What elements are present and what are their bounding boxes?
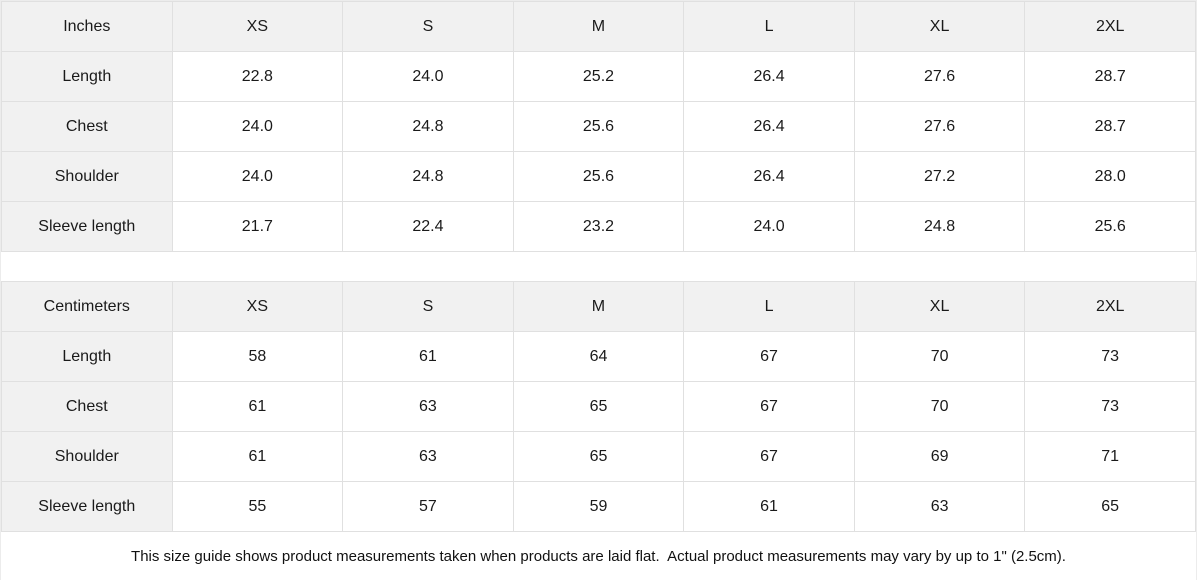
measurement-cell: 59 <box>512 481 685 532</box>
table-row-shoulder: Shoulder 24.0 24.8 25.6 26.4 27.2 28.0 <box>1 151 1196 202</box>
size-header-xl: XL <box>853 1 1026 52</box>
measurement-cell: 67 <box>683 381 855 432</box>
measurement-cell: 24.0 <box>342 51 514 102</box>
measurement-cell: 61 <box>171 431 344 482</box>
measurement-cell: 71 <box>1024 431 1196 482</box>
table-row-length: Length 22.8 24.0 25.2 26.4 27.6 28.7 <box>1 51 1196 102</box>
centimeters-header-row: Centimeters XS S M L XL 2XL <box>1 281 1196 332</box>
size-header-s: S <box>342 281 514 332</box>
measurement-cell: 23.2 <box>512 201 685 252</box>
measurement-cell: 69 <box>853 431 1026 482</box>
table-row-sleeve-length: Sleeve length 55 57 59 61 63 65 <box>1 481 1196 532</box>
measurement-cell: 27.2 <box>853 151 1026 202</box>
measurement-cell: 21.7 <box>171 201 344 252</box>
measurement-cell: 61 <box>683 481 855 532</box>
measurement-cell: 61 <box>342 331 514 382</box>
row-label: Chest <box>1 101 173 152</box>
size-header-xs: XS <box>171 281 344 332</box>
measurement-cell: 65 <box>1024 481 1196 532</box>
unit-label-centimeters: Centimeters <box>1 281 173 332</box>
measurement-cell: 25.6 <box>512 101 685 152</box>
size-header-xs: XS <box>171 1 344 52</box>
row-label: Length <box>1 51 173 102</box>
unit-label-inches: Inches <box>1 1 173 52</box>
inches-header-row: Inches XS S M L XL 2XL <box>1 1 1196 52</box>
size-header-l: L <box>683 1 855 52</box>
size-header-m: M <box>512 1 685 52</box>
measurement-cell: 55 <box>171 481 344 532</box>
measurement-cell: 27.6 <box>853 51 1026 102</box>
size-header-m: M <box>512 281 685 332</box>
measurement-cell: 27.6 <box>853 101 1026 152</box>
table-row-chest: Chest 24.0 24.8 25.6 26.4 27.6 28.7 <box>1 101 1196 152</box>
measurement-cell: 70 <box>853 381 1026 432</box>
size-header-s: S <box>342 1 514 52</box>
measurement-cell: 25.6 <box>512 151 685 202</box>
measurement-cell: 65 <box>512 431 685 482</box>
table-spacer <box>1 252 1196 281</box>
measurement-cell: 67 <box>683 431 855 482</box>
measurement-cell: 25.2 <box>512 51 685 102</box>
measurement-cell: 28.0 <box>1024 151 1196 202</box>
size-header-xl: XL <box>853 281 1026 332</box>
measurement-cell: 26.4 <box>683 101 855 152</box>
size-header-2xl: 2XL <box>1024 1 1196 52</box>
measurement-cell: 26.4 <box>683 151 855 202</box>
measurement-cell: 22.4 <box>342 201 514 252</box>
measurement-cell: 73 <box>1024 381 1196 432</box>
row-label: Sleeve length <box>1 481 173 532</box>
measurement-cell: 63 <box>853 481 1026 532</box>
measurement-cell: 70 <box>853 331 1026 382</box>
size-guide-disclaimer: This size guide shows product measuremen… <box>1 532 1196 580</box>
size-header-l: L <box>683 281 855 332</box>
measurement-cell: 73 <box>1024 331 1196 382</box>
measurement-cell: 65 <box>512 381 685 432</box>
measurement-cell: 26.4 <box>683 51 855 102</box>
measurement-cell: 58 <box>171 331 344 382</box>
measurement-cell: 24.0 <box>171 151 344 202</box>
size-header-2xl: 2XL <box>1024 281 1196 332</box>
measurement-cell: 63 <box>342 381 514 432</box>
row-label: Shoulder <box>1 151 173 202</box>
table-row-length: Length 58 61 64 67 70 73 <box>1 331 1196 382</box>
measurement-cell: 24.8 <box>342 151 514 202</box>
measurement-cell: 64 <box>512 331 685 382</box>
measurement-cell: 24.8 <box>342 101 514 152</box>
measurement-cell: 57 <box>342 481 514 532</box>
row-label: Length <box>1 331 173 382</box>
row-label: Sleeve length <box>1 201 173 252</box>
measurement-cell: 61 <box>171 381 344 432</box>
measurement-cell: 63 <box>342 431 514 482</box>
row-label: Chest <box>1 381 173 432</box>
measurement-cell: 25.6 <box>1024 201 1196 252</box>
measurement-cell: 24.0 <box>683 201 855 252</box>
table-row-sleeve-length: Sleeve length 21.7 22.4 23.2 24.0 24.8 2… <box>1 201 1196 252</box>
row-label: Shoulder <box>1 431 173 482</box>
measurement-cell: 24.8 <box>853 201 1026 252</box>
measurement-cell: 24.0 <box>171 101 344 152</box>
centimeters-size-table: Centimeters XS S M L XL 2XL Length 58 61… <box>1 281 1196 532</box>
measurement-cell: 22.8 <box>171 51 344 102</box>
measurement-cell: 28.7 <box>1024 51 1196 102</box>
measurement-cell: 67 <box>683 331 855 382</box>
inches-size-table: Inches XS S M L XL 2XL Length 22.8 24.0 … <box>1 1 1196 252</box>
table-row-chest: Chest 61 63 65 67 70 73 <box>1 381 1196 432</box>
table-row-shoulder: Shoulder 61 63 65 67 69 71 <box>1 431 1196 482</box>
measurement-cell: 28.7 <box>1024 101 1196 152</box>
